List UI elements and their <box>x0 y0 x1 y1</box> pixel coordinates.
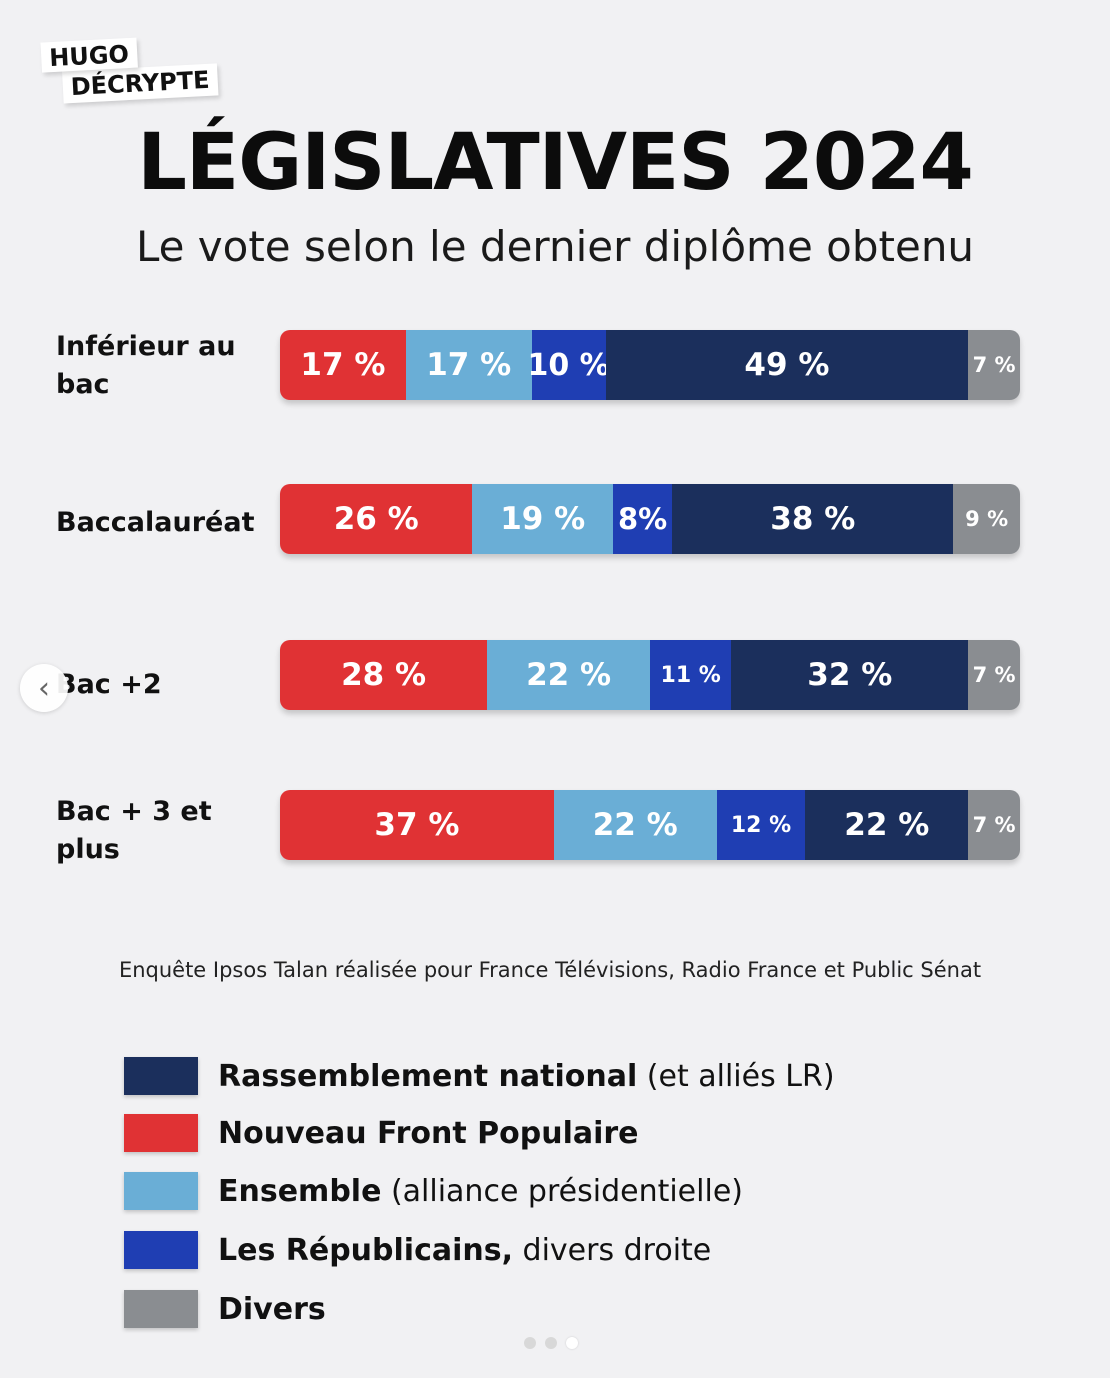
legend-item: Les Républicains, divers droite <box>124 1230 711 1270</box>
bar-segment: 9 % <box>953 484 1020 554</box>
data-label: 7 % <box>972 663 1016 687</box>
stacked-bar-row: 28 % 22 % 11 % 32 % 7 % <box>280 640 1020 710</box>
bar-segment: 12 % <box>716 790 806 860</box>
previous-slide-button[interactable]: ‹ <box>20 664 68 712</box>
data-label: 12 % <box>730 812 792 838</box>
data-label: 11 % <box>660 662 721 688</box>
stacked-bar-row: 26 % 19 % 8% 38 % 9 % <box>280 484 1020 554</box>
category-label: Baccalauréat <box>56 507 255 538</box>
page-title: LÉGISLATIVES 2024 <box>137 118 974 208</box>
bar-segment: 7 % <box>968 330 1020 400</box>
legend-label: Nouveau Front Populaire <box>218 1115 639 1151</box>
legend-label: Les Républicains, divers droite <box>218 1232 712 1268</box>
stacked-bar-row: 37 % 22 % 12 % 22 % 7 % <box>280 790 1020 860</box>
hugo-decrypte-logo: HUGO DÉCRYPTE <box>40 33 219 104</box>
bar-segment: 22 % <box>553 790 717 860</box>
legend-swatch <box>124 1114 198 1152</box>
data-label: 17 % <box>300 347 386 383</box>
logo-line1: HUGO <box>40 37 138 73</box>
data-label: 19 % <box>500 501 586 537</box>
legend-swatch <box>124 1290 198 1328</box>
legend-item: Ensemble (alliance présidentielle) <box>124 1171 743 1211</box>
data-label: 17 % <box>426 347 512 383</box>
bar-segment: 37 % <box>280 790 554 860</box>
bar-segment: 7 % <box>968 790 1020 860</box>
category-label: Inférieur au bac <box>56 331 236 400</box>
bar-segment: 17 % <box>280 330 406 400</box>
legend-label: Rassemblement national (et alliés LR) <box>218 1058 835 1094</box>
stacked-bar-row: 17 % 17 % 10 % 49 % 7 % <box>280 330 1020 400</box>
category-label: Bac +2 <box>56 669 162 700</box>
data-label: 49 % <box>744 347 830 383</box>
bar-segment: 49 % <box>605 330 969 400</box>
bar-segment: 32 % <box>731 640 969 710</box>
data-label: 37 % <box>374 807 460 843</box>
carousel-dots <box>524 1337 578 1349</box>
data-label: 10 % <box>527 347 610 383</box>
data-label: 26 % <box>333 501 419 537</box>
legend-item: Nouveau Front Populaire <box>124 1113 639 1153</box>
data-label: 8% <box>617 502 668 536</box>
legend-label: Divers <box>218 1291 326 1327</box>
bar-segment: 22 % <box>487 640 650 710</box>
legend-item: Rassemblement national (et alliés LR) <box>124 1056 835 1096</box>
bar-segment: 22 % <box>805 790 969 860</box>
source-note: Enquête Ipsos Talan réalisée pour France… <box>118 958 982 982</box>
data-label: 28 % <box>341 657 427 693</box>
chevron-left-icon: ‹ <box>38 670 50 706</box>
carousel-dot[interactable] <box>545 1337 557 1349</box>
data-label: 7 % <box>972 353 1016 377</box>
bar-segment: 38 % <box>672 484 954 554</box>
data-label: 38 % <box>770 501 856 537</box>
legend-swatch <box>124 1057 198 1095</box>
bar-segment: 11 % <box>649 640 732 710</box>
data-label: 22 % <box>592 807 678 843</box>
legend-swatch <box>124 1172 198 1210</box>
data-label: 32 % <box>807 657 893 693</box>
legend-item: Divers <box>124 1289 326 1329</box>
page-subtitle: Le vote selon le dernier diplôme obtenu <box>135 222 975 271</box>
category-label: Bac + 3 et plus <box>56 796 212 865</box>
bar-segment: 7 % <box>968 640 1020 710</box>
carousel-dot[interactable] <box>524 1337 536 1349</box>
data-label: 9 % <box>965 507 1009 531</box>
data-label: 7 % <box>972 813 1016 837</box>
bar-segment: 19 % <box>472 484 613 554</box>
data-label: 22 % <box>844 807 930 843</box>
data-label: 22 % <box>526 657 612 693</box>
bar-segment: 8% <box>612 484 673 554</box>
legend-swatch <box>124 1231 198 1269</box>
bar-segment: 26 % <box>280 484 473 554</box>
bar-segment: 10 % <box>527 330 610 400</box>
bar-segment: 28 % <box>280 640 488 710</box>
legend-label: Ensemble (alliance présidentielle) <box>218 1173 743 1209</box>
carousel-dot-active[interactable] <box>566 1337 578 1349</box>
bar-segment: 17 % <box>405 330 532 400</box>
